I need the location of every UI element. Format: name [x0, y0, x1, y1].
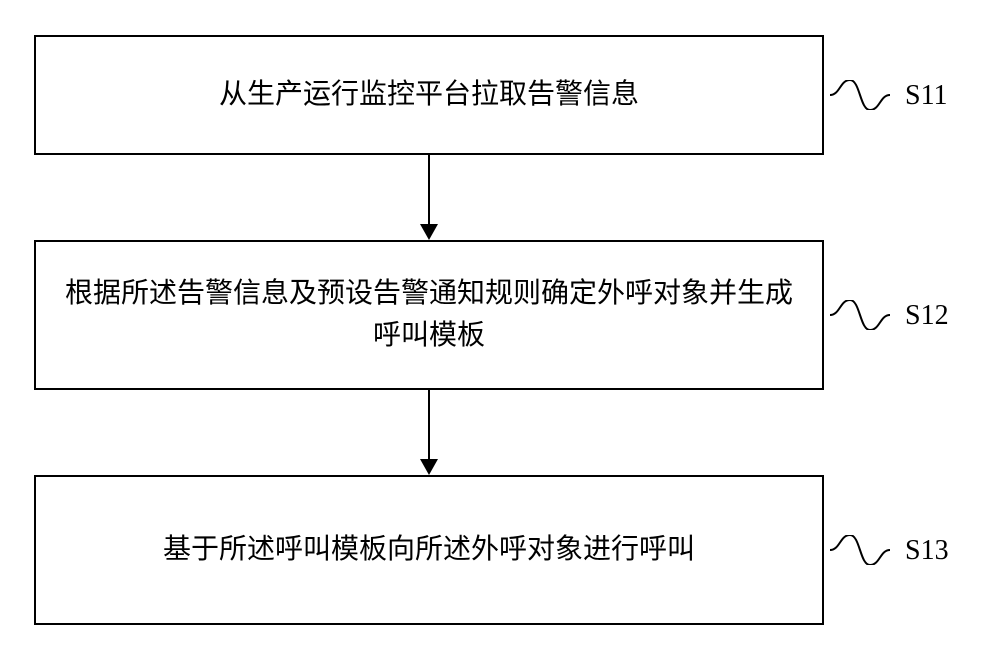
edge-1-2-head	[420, 224, 438, 240]
flowchart-node-3: 基于所述呼叫模板向所述外呼对象进行呼叫	[34, 475, 824, 625]
step-label-2: S12	[905, 300, 949, 332]
edge-2-3-line	[428, 390, 430, 459]
flowchart-node-1-text: 从生产运行监控平台拉取告警信息	[219, 74, 639, 116]
flowchart-node-2: 根据所述告警信息及预设告警通知规则确定外呼对象并生成呼叫模板	[34, 240, 824, 390]
edge-1-2-line	[428, 155, 430, 224]
squiggle-3	[830, 535, 890, 565]
flowchart-canvas: 从生产运行监控平台拉取告警信息 根据所述告警信息及预设告警通知规则确定外呼对象并…	[0, 0, 1000, 659]
squiggle-1	[830, 80, 890, 110]
flowchart-node-1: 从生产运行监控平台拉取告警信息	[34, 35, 824, 155]
flowchart-node-2-text: 根据所述告警信息及预设告警通知规则确定外呼对象并生成呼叫模板	[56, 273, 802, 357]
step-label-1: S11	[905, 80, 948, 112]
edge-2-3-head	[420, 459, 438, 475]
squiggle-2	[830, 300, 890, 330]
step-label-3: S13	[905, 535, 949, 567]
flowchart-node-3-text: 基于所述呼叫模板向所述外呼对象进行呼叫	[163, 529, 695, 571]
